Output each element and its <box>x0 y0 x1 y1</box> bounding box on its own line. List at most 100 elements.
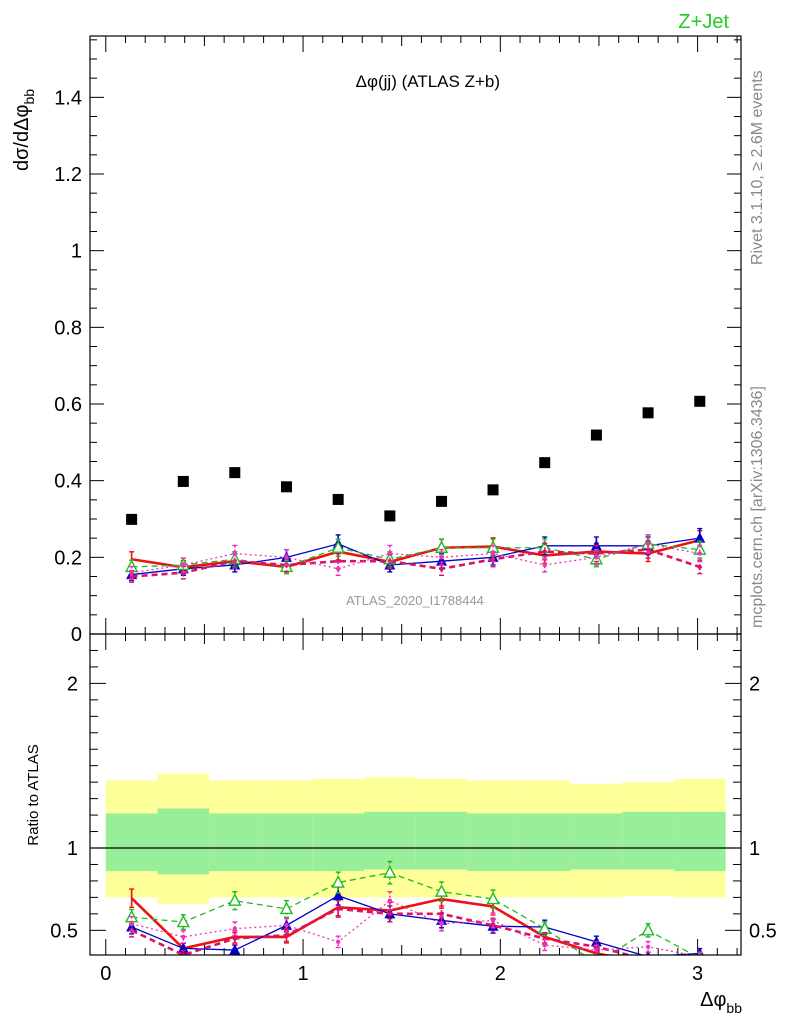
ratio-y-tick-label-right: 1 <box>749 838 760 860</box>
x-tick-label: 1 <box>297 963 308 985</box>
ratio-dot-marker <box>335 939 341 945</box>
ratio-line-dotted <box>131 899 695 955</box>
x-axis-label-sub: bb <box>726 1000 742 1016</box>
ratio-triangle-marker <box>332 889 344 901</box>
ratio-inner-band-bin <box>312 813 365 872</box>
ratio-dot-marker <box>542 942 547 948</box>
ratio-triangle-marker <box>645 950 651 955</box>
ratio-triangle-marker <box>177 942 189 953</box>
ratio-x-axis-ticks: 0 1 2 3 <box>100 634 738 985</box>
main-dot-marker <box>490 551 496 556</box>
main-frame <box>89 35 742 635</box>
main-data-point <box>487 484 499 496</box>
main-line-dotted <box>131 543 700 574</box>
ratio-open-triangle-marker <box>641 922 655 936</box>
main-series-dotted <box>129 534 703 580</box>
main-dot-marker <box>542 562 547 568</box>
main-dot-marker <box>594 555 599 560</box>
main-y-tick-label: 0 <box>71 624 82 646</box>
main-series-data <box>126 395 706 525</box>
ratio-y-tick-label-right: 2 <box>749 673 760 695</box>
ratio-line-dashed-thick <box>131 907 634 955</box>
process-label: Z+Jet <box>678 11 729 33</box>
ratio-dot-marker <box>387 898 393 903</box>
ratio-inner-band-bin <box>673 811 726 872</box>
main-y-tick-label: 1.4 <box>54 87 82 109</box>
main-y-tick-label: 0.6 <box>54 394 82 416</box>
main-panel: 00.20.40.60.811.21.4 Δφ(jj) (ATLAS Z+b) … <box>11 35 742 646</box>
ratio-series-dotted <box>129 891 703 955</box>
ratio-dot-marker <box>594 947 599 953</box>
main-dot-marker <box>439 555 444 560</box>
main-y-tick-label: 0.2 <box>54 547 82 569</box>
ratio-triangle-marker <box>229 944 241 955</box>
main-y-tick-label: 0.4 <box>54 471 82 493</box>
ratio-dot-marker <box>129 921 134 926</box>
ratio-inner-band-bin <box>415 811 468 870</box>
main-dot-marker <box>594 551 599 556</box>
main-dot-marker <box>439 566 444 572</box>
ratio-y-tick-label-right: 0.5 <box>749 920 777 942</box>
main-dot-marker <box>232 551 237 556</box>
ratio-y-axis-label: Ratio to ATLAS <box>25 744 42 845</box>
ratio-inner-band-bin <box>157 808 210 875</box>
main-line-dashed-open-triangle <box>131 543 700 568</box>
ratio-open-triangle-marker <box>279 901 294 915</box>
ratio-y-axis-ticks: 0.5 0.5 1 1 2 2 <box>50 649 777 942</box>
ratio-dot-marker <box>181 934 186 940</box>
ratio-dot-marker <box>645 944 651 949</box>
main-data-point <box>539 457 551 469</box>
ratio-y-tick-label: 2 <box>67 673 78 695</box>
x-axis-label-text: Δφ <box>700 989 726 1011</box>
ratio-dot-marker <box>284 933 289 938</box>
ratio-inner-band-bin <box>467 813 519 872</box>
ratio-series-dashed-open-triangle <box>124 860 703 955</box>
ratio-dot-marker <box>284 923 289 928</box>
ratio-open-triangle-marker <box>486 891 500 905</box>
ratio-panel: 0.5 0.5 1 1 2 2 0 1 2 3 Ratio to ATLAS Δφbb <box>25 633 777 1016</box>
ratio-open-triangle-marker <box>228 893 242 906</box>
main-dot-marker <box>645 541 651 547</box>
main-data-point <box>332 493 344 505</box>
ratio-inner-band-bin <box>364 811 416 870</box>
main-x-axis-ticks <box>105 36 738 634</box>
ratio-dot-marker <box>439 921 444 926</box>
main-dot-marker <box>129 570 134 575</box>
ratio-y-tick-label: 0.5 <box>50 920 78 942</box>
main-line-solid-triangle <box>131 537 700 576</box>
main-dot-marker <box>542 549 547 554</box>
ratio-series-dashed-thick <box>129 899 634 955</box>
main-data-point <box>436 495 448 507</box>
main-dot-marker <box>181 562 186 568</box>
ratio-inner-band-bin <box>518 813 571 872</box>
ratio-inner-band-bin <box>570 813 623 870</box>
main-data-point <box>384 510 396 522</box>
main-data-point <box>694 395 706 407</box>
ratio-dot-marker <box>439 911 444 917</box>
x-tick-label: 2 <box>495 963 506 985</box>
main-y-tick-label: 0.8 <box>54 317 82 339</box>
main-data-point <box>126 513 138 525</box>
ratio-inner-band-bin <box>260 813 313 872</box>
main-triangle-marker <box>436 555 448 566</box>
main-series-solid-thick <box>129 529 703 575</box>
main-dot-marker <box>284 555 289 560</box>
main-data-point <box>177 475 189 487</box>
ratio-frame <box>89 633 742 956</box>
x-axis-label: Δφbb <box>700 989 742 1016</box>
main-triangle-marker <box>694 532 706 543</box>
main-dot-marker <box>697 564 702 570</box>
plot-title: Δφ(jj) (ATLAS Z+b) <box>356 72 500 91</box>
main-open-triangle-marker <box>434 540 449 553</box>
ratio-line-solid-triangle <box>131 895 700 955</box>
ratio-dot-marker <box>387 911 393 917</box>
main-line-dashed-thick <box>131 548 701 578</box>
main-y-tick-label: 1.2 <box>54 164 82 186</box>
ratio-uncertainty-bands <box>90 773 741 904</box>
ratio-line-solid-thick <box>130 897 612 955</box>
main-y-axis-label-sub: bb <box>21 89 37 105</box>
ratio-inner-band-bin <box>105 813 158 872</box>
main-dot-marker <box>335 566 341 572</box>
ratio-open-triangle-marker <box>176 914 190 928</box>
